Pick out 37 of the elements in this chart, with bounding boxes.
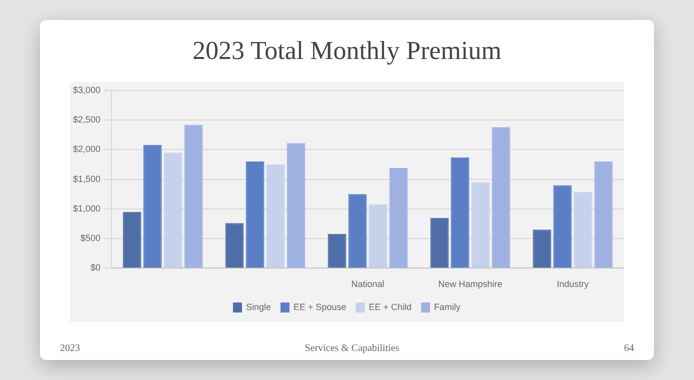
y-tick-label: $1,000 — [72, 203, 101, 214]
y-tick-label: $3,000 — [72, 84, 101, 95]
text: 2023 — [60, 343, 80, 354]
bar — [225, 223, 244, 268]
bar — [286, 143, 306, 268]
bar — [553, 185, 572, 268]
bar — [430, 218, 449, 268]
legend-label: EE + Spouse — [293, 302, 346, 312]
legend-label: Family — [434, 302, 462, 312]
bar — [574, 192, 592, 268]
y-tick-label: $500 — [80, 233, 101, 244]
legend-label: Single — [246, 302, 271, 312]
x-tick-label: Industry — [556, 279, 590, 290]
bar — [246, 162, 264, 268]
text: Services & Capabilities — [304, 343, 400, 354]
legend-label: EE + Child — [368, 302, 412, 312]
x-tick-label: National — [351, 279, 384, 290]
bar — [143, 144, 162, 268]
bar — [532, 230, 552, 268]
bar — [348, 194, 367, 268]
y-tick-label: $2,500 — [72, 114, 101, 125]
y-tick-label: $2,000 — [72, 144, 101, 154]
bar — [122, 212, 142, 268]
y-tick-label: $0 — [90, 262, 101, 273]
y-tick-label: $1,500 — [72, 174, 101, 184]
bar — [164, 152, 182, 268]
x-tick-label: New Hampshire — [438, 279, 502, 290]
bar — [184, 124, 203, 268]
bar — [368, 204, 388, 268]
bar — [389, 168, 408, 268]
bar — [594, 162, 613, 268]
bar — [328, 234, 346, 268]
chart-title: 2023 Total Monthly Premium — [192, 36, 502, 67]
text: 64 — [624, 343, 634, 354]
bar — [266, 164, 285, 268]
bar — [471, 182, 490, 268]
bar — [450, 157, 470, 268]
